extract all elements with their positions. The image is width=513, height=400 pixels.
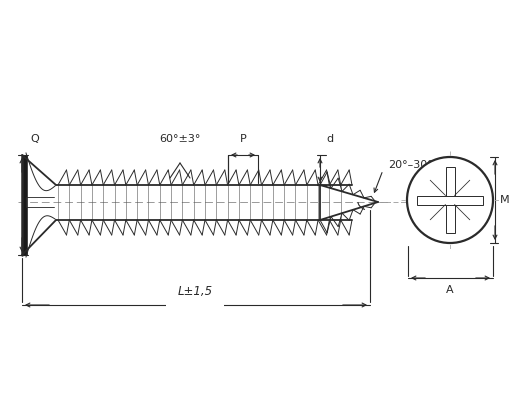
- Circle shape: [407, 157, 493, 243]
- Text: Q: Q: [31, 134, 40, 144]
- Text: 20°–30°: 20°–30°: [388, 160, 433, 170]
- Text: L±1,5: L±1,5: [177, 286, 212, 298]
- Polygon shape: [417, 196, 483, 204]
- Text: P: P: [240, 134, 246, 144]
- Text: M: M: [500, 195, 509, 205]
- Polygon shape: [22, 155, 27, 255]
- Text: d: d: [326, 134, 333, 144]
- Text: 60°±3°: 60°±3°: [160, 134, 201, 144]
- Text: A: A: [446, 285, 454, 295]
- Polygon shape: [445, 167, 455, 233]
